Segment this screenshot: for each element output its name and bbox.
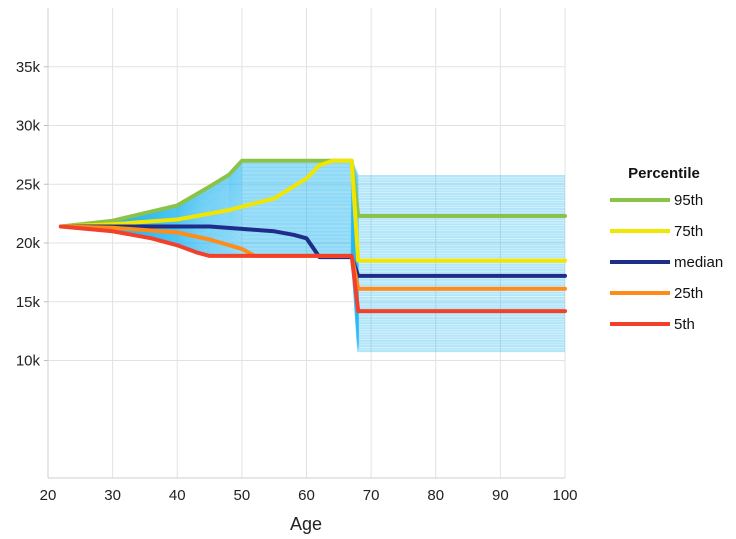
legend-label-75th: 75th [674, 223, 703, 240]
simulation-path [60, 186, 565, 228]
simulation-path [60, 178, 565, 228]
legend-title: Percentile [628, 165, 700, 182]
simulation-path [60, 225, 565, 327]
y-tick-label: 10k [16, 353, 41, 370]
gridlines [44, 8, 566, 478]
legend-label-median: median [674, 254, 723, 271]
legend: Percentile 95th 75th median 25th 5th [610, 165, 723, 333]
series-line-5th [58, 224, 567, 314]
simulation-path [60, 225, 565, 322]
y-tick-label: 15k [16, 294, 41, 311]
y-tick-label: 35k [16, 59, 41, 76]
x-tick-label: 30 [104, 487, 121, 504]
simulation-path [60, 225, 565, 330]
simulation-path [60, 176, 565, 228]
percentile-series-lines [58, 158, 567, 314]
x-tick-label: 50 [234, 487, 251, 504]
simulation-path [60, 202, 565, 256]
simulation-path [60, 203, 565, 259]
simulation-path [60, 179, 565, 228]
axes [47, 8, 565, 479]
simulation-path [60, 175, 565, 228]
legend-label-5th: 5th [674, 316, 695, 333]
x-tick-label: 100 [552, 487, 577, 504]
simulation-path [60, 225, 565, 325]
simulation-path [60, 183, 565, 228]
simulation-path [60, 184, 565, 228]
x-tick-label: 20 [40, 487, 57, 504]
simulation-path [60, 173, 565, 228]
legend-label-95th: 95th [674, 192, 703, 209]
simulation-path [60, 225, 565, 320]
x-tick-label: 90 [492, 487, 509, 504]
x-tick-label: 40 [169, 487, 186, 504]
y-tick-label: 30k [16, 118, 41, 135]
x-tick-labels: 20 30 40 50 60 70 80 90 100 [40, 487, 578, 504]
x-axis-title: Age [290, 514, 322, 534]
series-line-75th [58, 158, 567, 263]
x-tick-label: 60 [298, 487, 315, 504]
y-tick-label: 25k [16, 176, 41, 193]
simulation-path [60, 225, 565, 317]
y-tick-labels: 10k 15k 20k 25k 30k 35k [16, 59, 41, 370]
y-tick-label: 20k [16, 235, 41, 252]
x-tick-label: 80 [427, 487, 444, 504]
legend-label-25th: 25th [674, 285, 703, 302]
x-tick-label: 70 [363, 487, 380, 504]
